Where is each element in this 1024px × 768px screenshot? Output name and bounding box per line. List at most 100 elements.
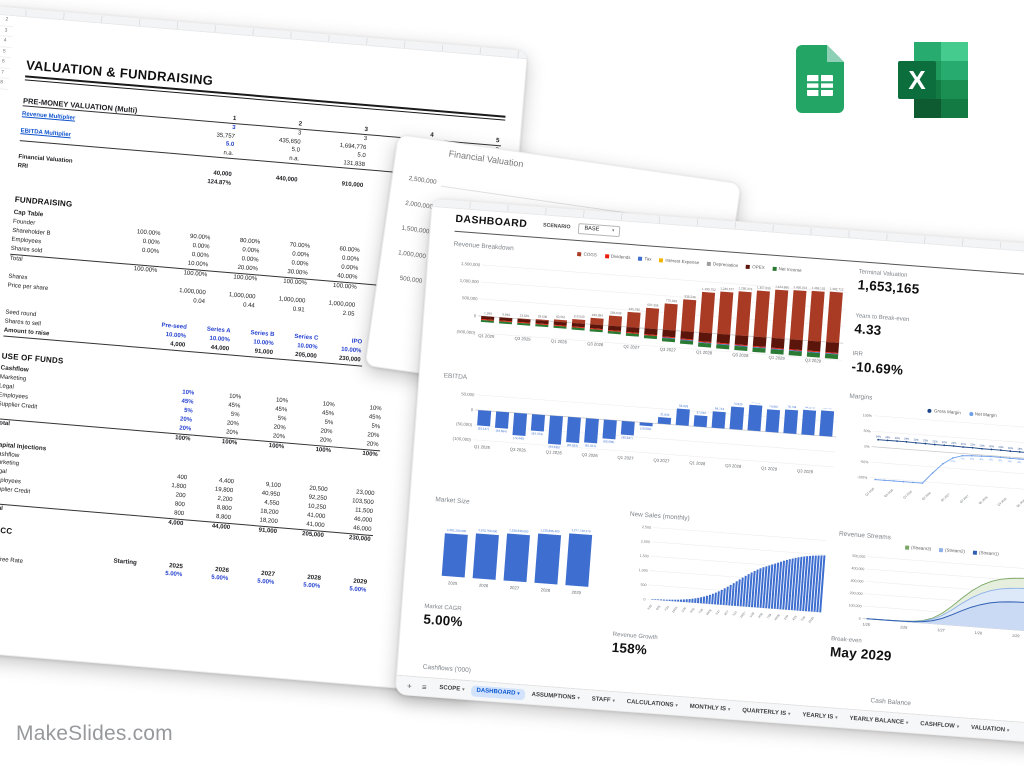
svg-text:300,000: 300,000 (850, 579, 863, 584)
svg-text:2,500: 2,500 (642, 525, 651, 530)
kpi-revenue-growth: Revenue Growth 158% (611, 632, 658, 658)
svg-text:22%: 22% (942, 440, 948, 444)
svg-text:1,158,948,000: 1,158,948,000 (509, 528, 529, 533)
svg-text:2026: 2026 (479, 583, 489, 589)
svg-text:(51,147): (51,147) (478, 426, 489, 431)
svg-text:1,245,577: 1,245,577 (720, 287, 734, 292)
svg-text:13,525: 13,525 (519, 313, 529, 318)
svg-text:10/28: 10/28 (773, 613, 781, 621)
svg-text:1,357,630: 1,357,630 (757, 285, 771, 290)
sheet-tab-staff[interactable]: STAFF ▾ (591, 696, 616, 704)
svg-text:19%: 19% (1008, 446, 1014, 450)
svg-text:(10,582): (10,582) (640, 426, 651, 431)
svg-text:Q3 2025: Q3 2025 (510, 447, 527, 453)
svg-text:1/26: 1/26 (900, 625, 908, 630)
svg-text:24%: 24% (885, 435, 891, 439)
svg-text:20%: 20% (979, 443, 985, 447)
chevron-down-icon: ▾ (611, 227, 615, 233)
svg-text:-4%: -4% (1017, 460, 1023, 464)
sheet-tab-valuation[interactable]: VALUATION ▾ (970, 724, 1010, 734)
sheet-tab-calculations[interactable]: CALCULATIONS ▾ (626, 699, 678, 709)
svg-text:Q1 2027: Q1 2027 (617, 455, 634, 461)
scenario-dropdown[interactable]: BASE ▾ (577, 222, 621, 237)
sheet-tab-quarterly-is[interactable]: QUARTERLY IS ▾ (741, 707, 791, 717)
all-sheets-menu-button[interactable]: ≡ (421, 682, 427, 692)
market-size-section: Market Size 1,051,200,000 2025 1,103,760,0… (428, 496, 611, 607)
cashflows-chart-title: Cashflows ('000) (422, 663, 472, 675)
legend-swatch (638, 256, 643, 261)
svg-text:1/28: 1/28 (974, 631, 982, 636)
svg-text:(81,021): (81,021) (585, 443, 596, 448)
svg-text:Q3 2026: Q3 2026 (921, 491, 932, 501)
kpi-years-to-break-even: Years to Break-even 4.33 (854, 313, 910, 340)
legend-swatch (659, 257, 664, 263)
svg-text:-4%: -4% (979, 457, 985, 461)
svg-text:0: 0 (859, 617, 861, 621)
svg-text:Q1 2028: Q1 2028 (978, 495, 989, 505)
svg-text:10/26: 10/26 (705, 608, 713, 616)
svg-text:85,582: 85,582 (751, 400, 761, 405)
svg-text:7/28: 7/28 (766, 612, 773, 619)
svg-text:1/29: 1/29 (1012, 634, 1020, 639)
svg-text:Q1 2029: Q1 2029 (1015, 498, 1024, 508)
sheet-tab-yearly-balance[interactable]: YEARLY BALANCE ▾ (849, 715, 909, 726)
svg-text:100,000: 100,000 (848, 603, 861, 608)
svg-text:Q3 2028: Q3 2028 (732, 352, 749, 358)
svg-text:1/25: 1/25 (862, 622, 870, 627)
svg-text:Q3 2026: Q3 2026 (581, 452, 598, 458)
svg-text:4/29: 4/29 (791, 614, 798, 621)
svg-text:Q3 2025: Q3 2025 (514, 336, 531, 342)
svg-text:0%: 0% (864, 445, 870, 449)
svg-text:Q1 2028: Q1 2028 (696, 349, 713, 355)
svg-text:21%: 21% (961, 442, 967, 446)
svg-text:74,920: 74,920 (733, 402, 743, 407)
svg-text:7/27: 7/27 (732, 610, 739, 617)
kpi-value: 4.33 (853, 321, 882, 339)
svg-text:1,500,000: 1,500,000 (461, 261, 481, 267)
svg-text:21%: 21% (970, 442, 976, 446)
svg-text:775,029: 775,029 (666, 298, 678, 303)
svg-text:24%: 24% (895, 436, 901, 440)
svg-text:4/27: 4/27 (723, 609, 730, 616)
svg-text:-4%: -4% (1007, 459, 1013, 463)
svg-text:22%: 22% (951, 441, 957, 445)
svg-text:936,249: 936,249 (684, 294, 696, 299)
sheet-tab-cashflow[interactable]: CASHFLOW ▾ (919, 721, 960, 730)
svg-text:-5%: -5% (969, 457, 975, 461)
svg-text:1,000: 1,000 (639, 568, 648, 573)
sheet-tab-assumptions[interactable]: ASSUMPTIONS ▾ (531, 691, 580, 702)
svg-text:1,389: 1,389 (484, 311, 492, 316)
legend-swatch (577, 251, 582, 256)
svg-text:Q3 2028: Q3 2028 (997, 496, 1008, 506)
svg-text:Q1 2026: Q1 2026 (551, 338, 568, 344)
svg-text:2027: 2027 (510, 585, 520, 591)
sheet-tab-dashboard[interactable]: DASHBOARD ▾ (471, 684, 526, 700)
margins-chart: 100%50%0%-50%-100%-17%-7% -5% -4% -3% -3% -4%… (857, 413, 1024, 508)
svg-text:500,000: 500,000 (852, 554, 865, 559)
revenue-breakdown-section: Revenue Breakdown COGS Dividends Tax Intere… (446, 241, 857, 373)
svg-text:0: 0 (474, 313, 477, 318)
svg-text:1,195,752: 1,195,752 (702, 287, 716, 292)
sheet-tab-scope[interactable]: SCOPE ▾ (439, 684, 465, 693)
kpi-irr: IRR -10.69% (851, 351, 904, 378)
sheet-tab-yearly-is[interactable]: YEARLY IS ▾ (802, 712, 838, 721)
svg-text:200,000: 200,000 (849, 591, 862, 596)
svg-text:607,356: 607,356 (647, 303, 659, 308)
add-sheet-button[interactable]: + (406, 681, 413, 691)
svg-text:82,270: 82,270 (805, 405, 815, 410)
sheet-tab-monthly-is[interactable]: MONTHLY IS ▾ (689, 703, 731, 713)
svg-text:1/27: 1/27 (937, 628, 945, 633)
svg-text:400,000: 400,000 (851, 566, 864, 571)
svg-text:50,000: 50,000 (461, 391, 475, 397)
svg-text:(94,535): (94,535) (548, 445, 559, 450)
svg-text:5,949: 5,949 (502, 312, 510, 317)
svg-text:(74,440): (74,440) (513, 436, 524, 441)
svg-text:113,543: 113,543 (573, 314, 585, 319)
svg-text:2029: 2029 (571, 590, 581, 596)
svg-text:1/29: 1/29 (783, 614, 790, 621)
svg-text:20%: 20% (989, 444, 995, 448)
svg-text:4/28: 4/28 (757, 612, 764, 619)
svg-text:Q3 2027: Q3 2027 (660, 347, 677, 353)
